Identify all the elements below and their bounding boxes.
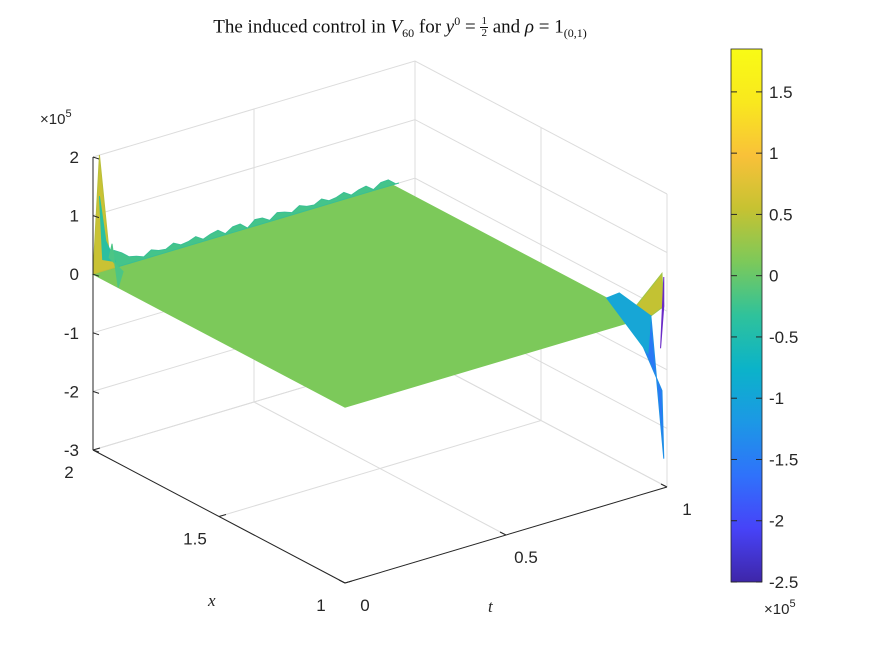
surface-ripple [98,179,400,273]
colorbar-gradient [730,48,763,583]
colorbar-tick-label: -1.5 [769,450,798,469]
surface-edge-shade [605,292,652,355]
colorbar-tick-label: -2 [769,512,784,531]
z-tick-label: 2 [70,148,79,167]
z-tick [92,390,100,394]
z-tick-label: -1 [64,324,79,343]
colorbar-tick-label: -1 [769,389,784,408]
t-axis-label: t [488,597,494,616]
z-tick [92,332,100,336]
colorbar-tick-label: -2.5 [769,573,798,592]
colorbar-exponent: ×105 [764,598,796,618]
t-tick-label: 1 [682,500,691,519]
x-tick [218,514,227,517]
colorbar-tick-label: 1 [769,144,778,163]
t-tick-label: 0 [360,596,369,615]
surface-spike-secondary [108,243,124,288]
t-tick [338,579,346,584]
colorbar-tick-label: -0.5 [769,328,798,347]
axes: 1 1.5 2 0 0.5 1 2 1 0 -1 -2 -3 [64,148,692,615]
z-tick [92,156,100,160]
t-tick [499,531,507,536]
colorbar-ticks: 1.5 1 0.5 0 -0.5 -1 -1.5 -2 -2.5 [731,83,798,592]
z-tick-label: 0 [70,265,79,284]
z-tick [92,215,100,219]
z-tick-label: 1 [70,207,79,226]
surface-spike-shade [98,196,117,263]
surface [91,155,665,459]
colorbar-tick-label: 0.5 [769,205,793,224]
x-tick-label: 2 [64,463,73,482]
t-tick-label: 0.5 [514,548,538,567]
colorbar-tick-label: 1.5 [769,83,793,102]
z-exponent: ×105 [40,108,72,128]
x-tick-label: 1.5 [183,530,207,549]
grid-line [92,60,668,195]
z-tick [92,449,100,453]
x-tick [92,447,101,451]
x-tick-label: 1 [316,596,325,615]
surface-plane [91,184,646,408]
z-tick-label: -3 [64,441,79,460]
colorbar: 1.5 1 0.5 0 -0.5 -1 -1.5 -2 -2.5 ×105 [730,48,798,618]
colorbar-tick-label: 0 [769,267,778,286]
grid-line [218,420,542,517]
x-axis-label: x [207,591,216,610]
z-tick [92,273,100,277]
t-tick [660,483,668,488]
z-tick-label: -2 [64,382,79,401]
surface-edge-dark [660,276,665,349]
x-tick [344,580,353,584]
